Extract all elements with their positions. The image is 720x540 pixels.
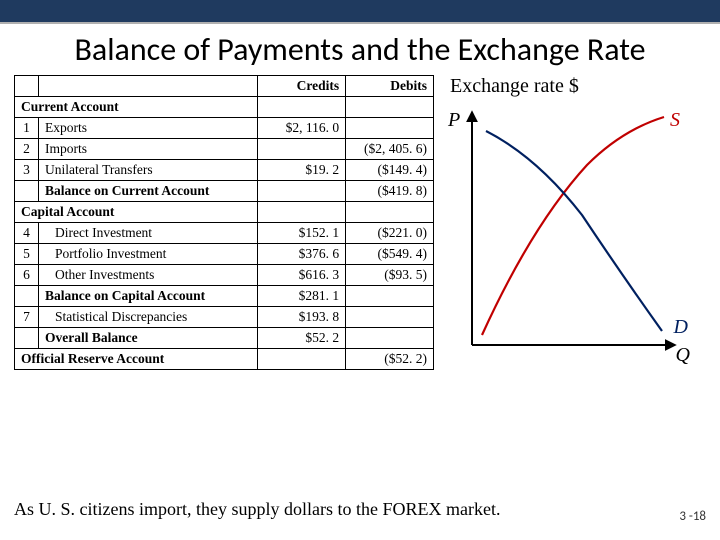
x-axis-label: Q [676, 344, 690, 367]
table-row: Balance on Capital Account $281. 1 [15, 285, 434, 306]
row-credit: $281. 1 [258, 285, 346, 306]
row-debit: ($93. 5) [346, 264, 434, 285]
capital-account-header: Capital Account [15, 201, 434, 222]
row-debit [346, 327, 434, 348]
row-credit: $376. 6 [258, 243, 346, 264]
row-credit: $52. 2 [258, 327, 346, 348]
balance-capital-label: Balance on Capital Account [38, 285, 257, 306]
row-desc: Unilateral Transfers [38, 159, 257, 180]
current-account-label: Current Account [15, 96, 258, 117]
row-credit: $2, 116. 0 [258, 117, 346, 138]
overall-balance-label: Overall Balance [38, 327, 257, 348]
row-num: 3 [15, 159, 39, 180]
page-number: 3 -18 [679, 509, 706, 524]
table-row: 4 Direct Investment $152. 1 ($221. 0) [15, 222, 434, 243]
row-desc: Imports [38, 138, 257, 159]
demand-label: D [674, 316, 688, 339]
row-num: 2 [15, 138, 39, 159]
table-row: 5 Portfolio Investment $376. 6 ($549. 4) [15, 243, 434, 264]
official-reserve-header: Official Reserve Account ($52. 2) [15, 348, 434, 369]
header-blank-num [15, 75, 39, 96]
row-debit: ($549. 4) [346, 243, 434, 264]
table-row: 2 Imports ($2, 405. 6) [15, 138, 434, 159]
row-num: 5 [15, 243, 39, 264]
row-debit [346, 117, 434, 138]
slide-title: Balance of Payments and the Exchange Rat… [0, 24, 720, 75]
row-credit: $19. 2 [258, 159, 346, 180]
row-num: 4 [15, 222, 39, 243]
capital-account-label: Capital Account [15, 201, 258, 222]
table-row: 6 Other Investments $616. 3 ($93. 5) [15, 264, 434, 285]
table-row: 7 Statistical Discrepancies $193. 8 [15, 306, 434, 327]
supply-label: S [670, 109, 680, 132]
table-header-row: Credits Debits [15, 75, 434, 96]
row-credit [258, 138, 346, 159]
row-num: 6 [15, 264, 39, 285]
header-debits: Debits [346, 75, 434, 96]
table-row: Overall Balance $52. 2 [15, 327, 434, 348]
row-debit: ($221. 0) [346, 222, 434, 243]
row-credit [258, 180, 346, 201]
y-axis-label: P [448, 109, 460, 132]
row-desc: Portfolio Investment [38, 243, 257, 264]
bop-table-container: Credits Debits Current Account 1 Exports… [14, 75, 434, 385]
footer-caption: As U. S. citizens import, they supply do… [14, 499, 500, 520]
bop-table: Credits Debits Current Account 1 Exports… [14, 75, 434, 370]
table-row: Balance on Current Account ($419. 8) [15, 180, 434, 201]
row-credit: $193. 8 [258, 306, 346, 327]
header-credits: Credits [258, 75, 346, 96]
balance-current-label: Balance on Current Account [38, 180, 257, 201]
chart-svg [442, 75, 692, 385]
reserve-debit: ($52. 2) [346, 348, 434, 369]
row-desc: Other Investments [38, 264, 257, 285]
row-debit: ($419. 8) [346, 180, 434, 201]
content-row: Credits Debits Current Account 1 Exports… [0, 75, 720, 385]
row-desc: Direct Investment [38, 222, 257, 243]
top-accent-bar [0, 0, 720, 24]
exchange-rate-chart: Exchange rate $ P S D Q [442, 75, 692, 385]
official-reserve-label: Official Reserve Account [15, 348, 258, 369]
table-row: 3 Unilateral Transfers $19. 2 ($149. 4) [15, 159, 434, 180]
row-credit: $616. 3 [258, 264, 346, 285]
row-debit: ($149. 4) [346, 159, 434, 180]
current-account-header: Current Account [15, 96, 434, 117]
row-debit [346, 306, 434, 327]
header-blank-desc [38, 75, 257, 96]
row-debit: ($2, 405. 6) [346, 138, 434, 159]
row-num: 7 [15, 306, 39, 327]
row-num: 1 [15, 117, 39, 138]
table-row: 1 Exports $2, 116. 0 [15, 117, 434, 138]
row-credit: $152. 1 [258, 222, 346, 243]
chart-title: Exchange rate $ [450, 75, 579, 98]
row-desc: Exports [38, 117, 257, 138]
row-desc: Statistical Discrepancies [38, 306, 257, 327]
row-debit [346, 285, 434, 306]
